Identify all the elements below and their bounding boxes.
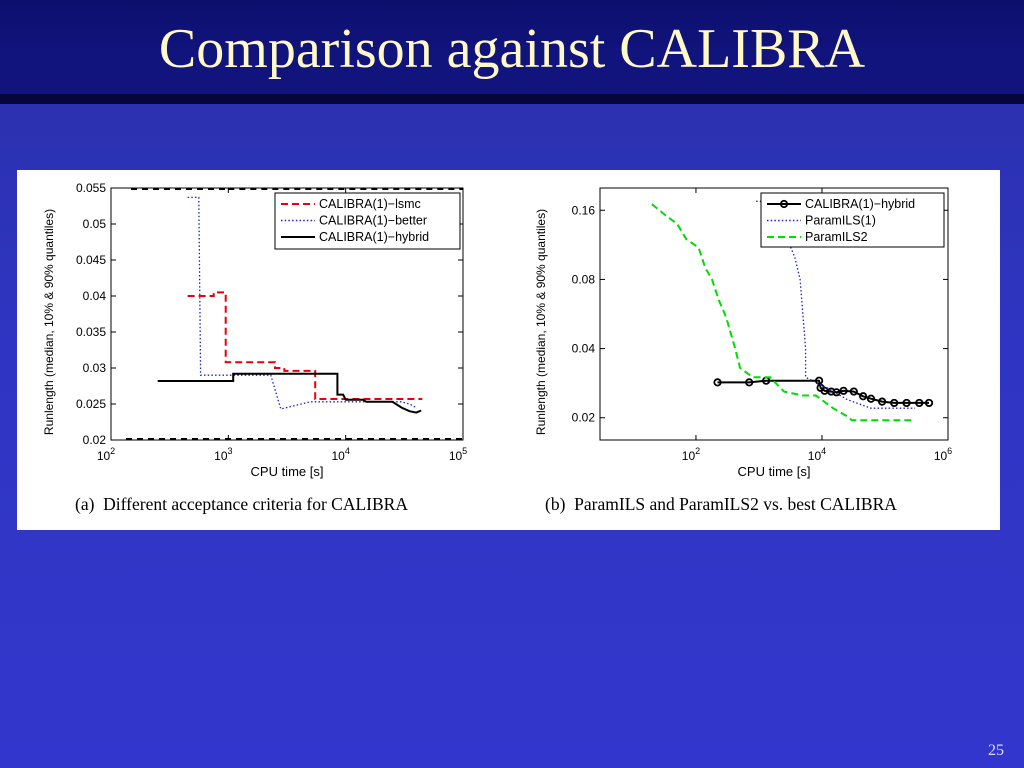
- legend-label: ParamILS(1): [805, 214, 876, 228]
- x-tick-label: 104: [808, 446, 826, 463]
- series-marker: [878, 397, 887, 406]
- x-axis-label: CPU time [s]: [251, 464, 324, 479]
- page-number: 25: [988, 742, 1004, 759]
- title-band-shade: [0, 52, 1024, 94]
- series-marker: [866, 394, 876, 403]
- y-tick-label: 0.02: [572, 411, 596, 425]
- y-axis-label: Runlength (median, 10% & 90% quantiles): [42, 209, 56, 435]
- series-marker: [890, 398, 899, 408]
- legend-label: CALIBRA(1)−lsmc: [319, 197, 421, 211]
- series-marker: [713, 378, 722, 387]
- y-tick-label: 0.16: [572, 203, 596, 217]
- caption-b: (b) ParamILS and ParamILS2 vs. best CALI…: [545, 494, 897, 514]
- legend-label: ParamILS2: [805, 230, 868, 244]
- x-tick-label: 103: [214, 446, 232, 463]
- y-tick-label: 0.03: [83, 361, 107, 375]
- legend-marker: [779, 199, 789, 209]
- legend-label: CALIBRA(1)−hybrid: [805, 197, 915, 211]
- x-tick-label: 104: [331, 446, 349, 463]
- series-marker: [859, 392, 868, 401]
- charts-svg: 0.02 0.025 0.03 0.035 0.04 0.045 0.05 0.055 102 1…: [42, 181, 952, 479]
- slide-title: Comparison against CALIBRA: [158, 18, 866, 80]
- y-tick-label: 0.08: [572, 272, 596, 286]
- legend-box: [274, 192, 461, 250]
- y-tick-label: 0.045: [76, 253, 106, 267]
- series-marker: [839, 386, 848, 395]
- y-tick-label: 0.02: [83, 433, 107, 447]
- x-tick-label: 106: [934, 446, 952, 463]
- caption-a: (a) Different acceptance criteria for CA…: [75, 494, 408, 514]
- plot-frame: [599, 187, 949, 441]
- chart-b: 0.02 0.04 0.08 0.16 102 104 106 CPU time [s] Run…: [534, 187, 952, 479]
- title-band: [0, 0, 1024, 104]
- series-line-0: [187, 291, 423, 400]
- series-marker: [814, 376, 824, 385]
- chart-a: 0.02 0.025 0.03 0.035 0.04 0.045 0.05 0.055 102 1…: [42, 181, 467, 479]
- y-tick-label: 0.035: [76, 325, 106, 339]
- series-marker: [745, 378, 754, 387]
- x-axis-label: CPU time [s]: [738, 464, 811, 479]
- series-marker: [924, 398, 934, 408]
- y-tick-label: 0.055: [76, 181, 106, 195]
- y-tick-label: 0.025: [76, 397, 106, 411]
- series-marker: [849, 387, 858, 396]
- y-axis-label: Runlength (median, 10% & 90% quantiles): [534, 209, 548, 435]
- y-tick-label: 0.04: [83, 289, 107, 303]
- y-tick-label: 0.05: [83, 217, 107, 231]
- series-marker: [832, 388, 841, 397]
- x-tick-label: 105: [449, 446, 467, 463]
- series-line-0: [717, 379, 929, 404]
- legend-label: CALIBRA(1)−hybrid: [319, 230, 429, 244]
- series-line-1: [756, 200, 916, 409]
- series-marker: [915, 398, 924, 408]
- series-line-2: [157, 372, 422, 414]
- title-band-divider: [0, 94, 1024, 104]
- figure-panel: 0.02 0.025 0.03 0.035 0.04 0.045 0.05 0.055 102 1…: [17, 170, 1000, 530]
- x-tick-label: 102: [97, 446, 115, 463]
- legend-box: [760, 192, 945, 248]
- legend-label: CALIBRA(1)−better: [319, 214, 427, 228]
- x-tick-label: 102: [682, 446, 700, 463]
- y-tick-label: 0.04: [572, 342, 596, 356]
- series-line-2: [651, 203, 916, 422]
- series-line-1: [187, 196, 417, 410]
- series-marker: [902, 398, 911, 408]
